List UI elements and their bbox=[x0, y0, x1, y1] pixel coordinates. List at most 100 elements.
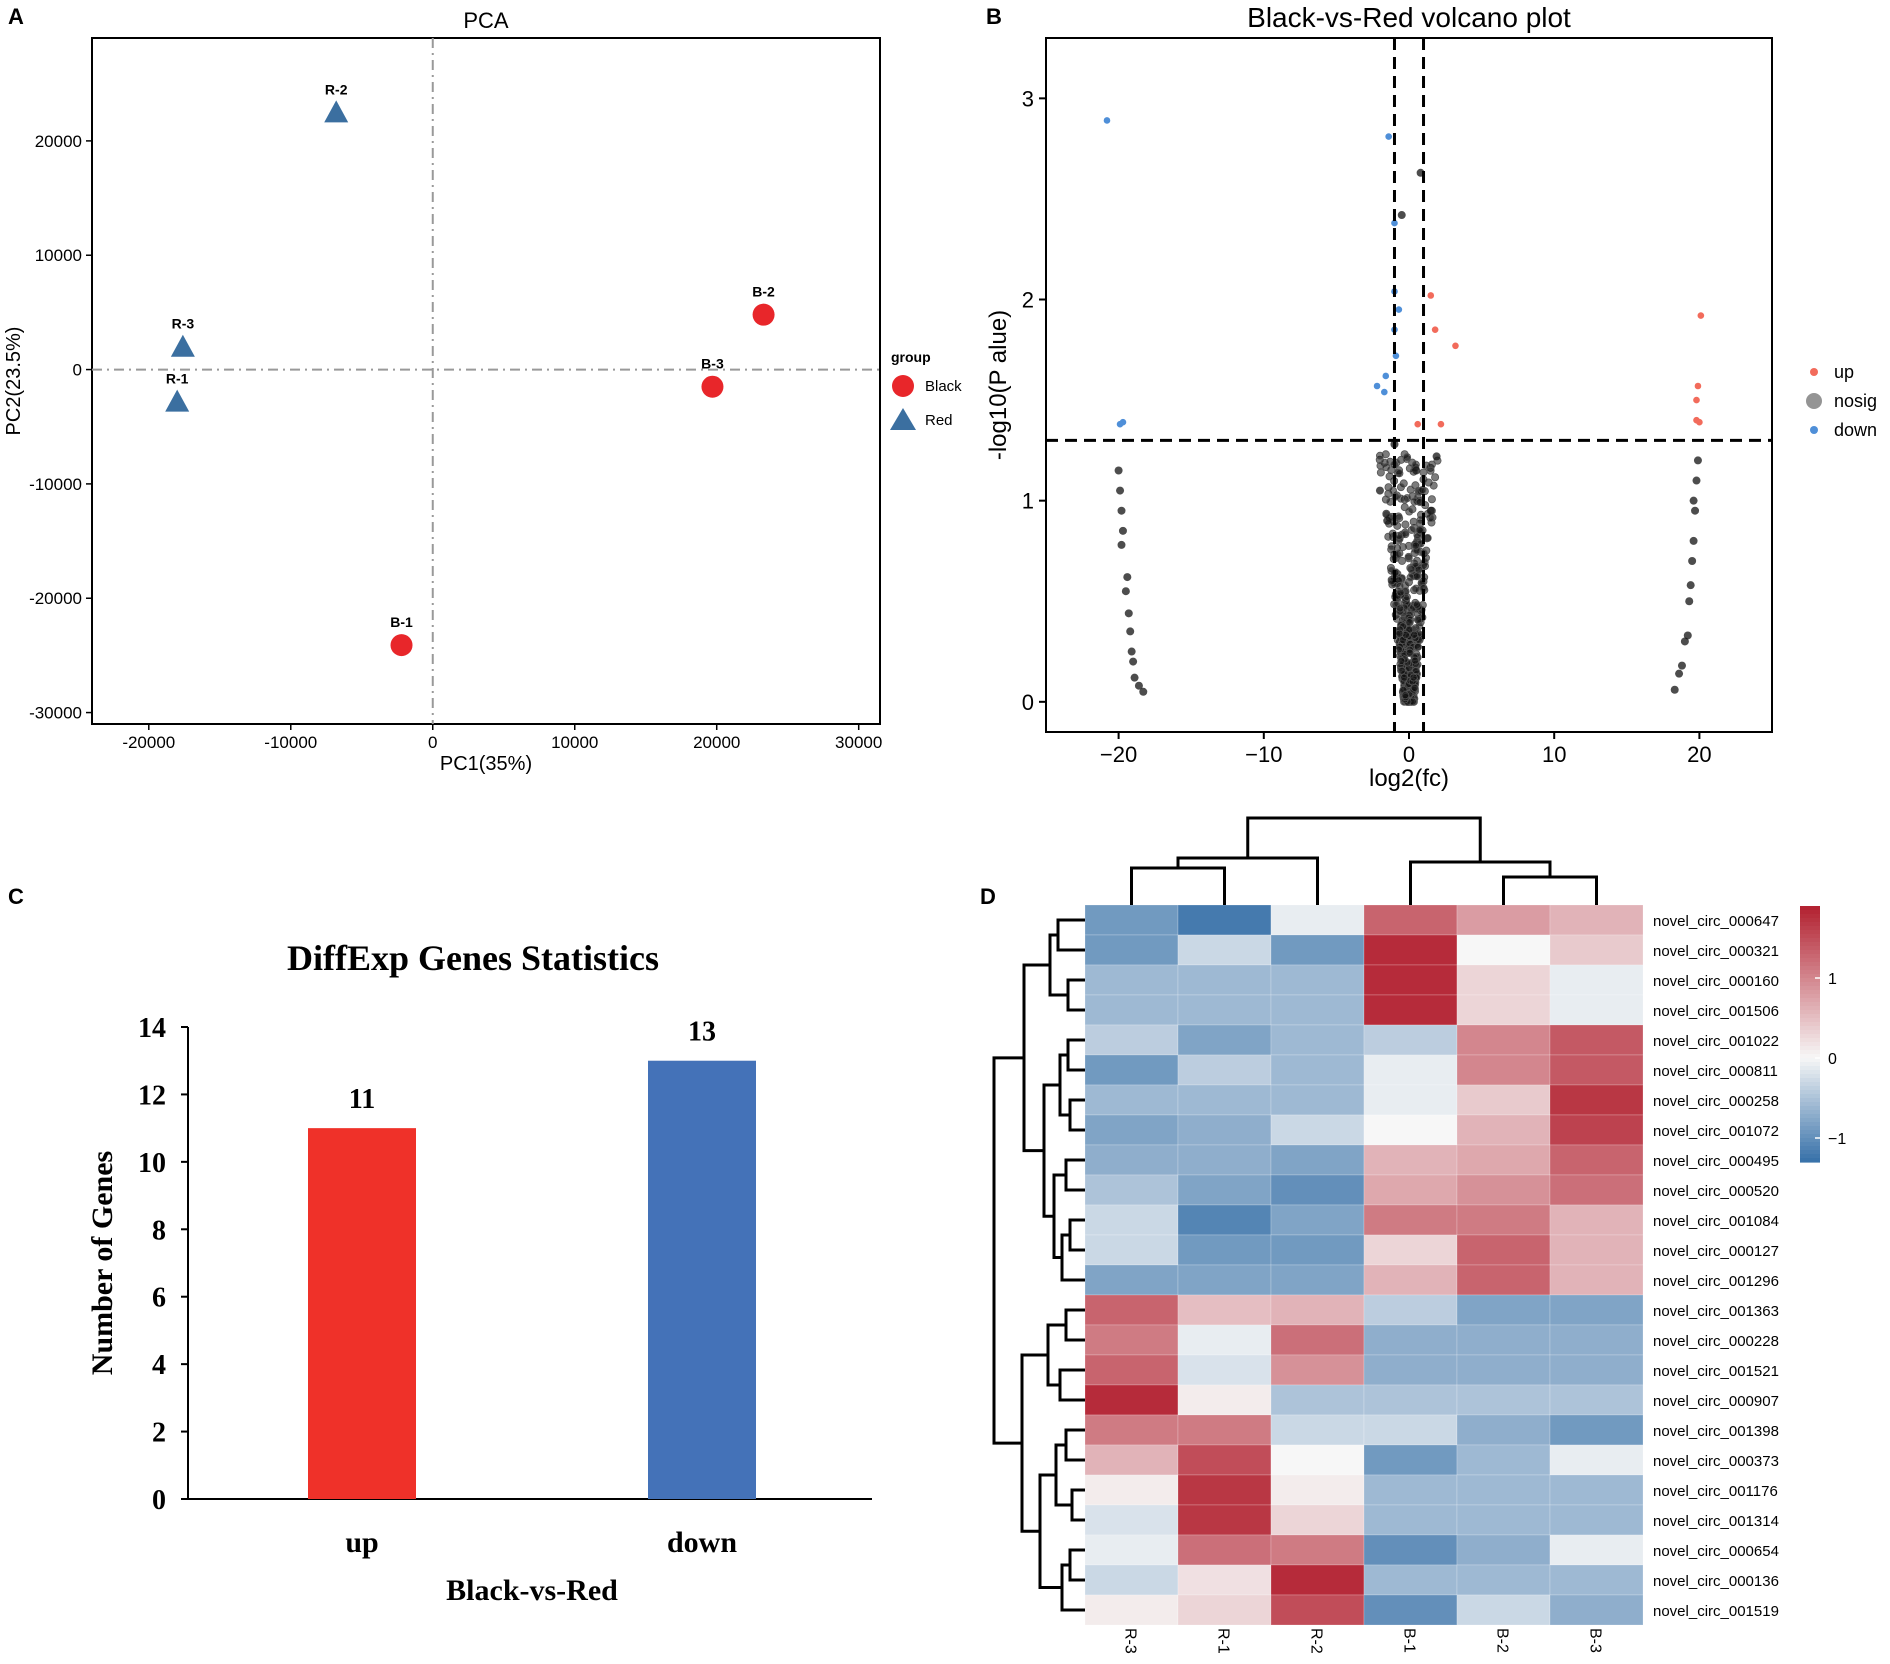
bar-y-tick-label: 14 bbox=[138, 1013, 166, 1044]
heatmap-row-label: novel_circ_000520 bbox=[1653, 1183, 1779, 1200]
heatmap-row-label: novel_circ_001022 bbox=[1653, 1033, 1779, 1050]
pca-point-label: B-2 bbox=[752, 284, 775, 300]
heatmap-cell bbox=[1363, 1504, 1458, 1536]
heatmap-cell bbox=[1084, 934, 1179, 966]
volcano-point-nosig bbox=[1134, 681, 1143, 690]
heatmap-cell bbox=[1456, 1504, 1551, 1536]
bar-y-tick-label: 2 bbox=[152, 1418, 166, 1449]
volcano-y-axis-label: -log10(P alue) bbox=[985, 310, 1012, 460]
pca-point-label: R-3 bbox=[172, 316, 195, 332]
heatmap-cell bbox=[1177, 1534, 1272, 1566]
heatmap-colorbar-segment bbox=[1800, 1050, 1820, 1055]
heatmap-cell bbox=[1270, 1594, 1365, 1626]
pca-point-label: B-1 bbox=[390, 614, 413, 630]
heatmap-cell bbox=[1177, 1084, 1272, 1116]
volcano-point-nosig bbox=[1117, 506, 1126, 515]
volcano-point-up bbox=[1452, 342, 1459, 350]
heatmap-cell bbox=[1084, 1174, 1179, 1206]
heatmap-cell bbox=[1549, 964, 1644, 996]
pca-plot-frame bbox=[91, 37, 881, 725]
pca-point-label: R-1 bbox=[166, 371, 189, 387]
heatmap-colorbar-segment bbox=[1800, 1126, 1820, 1131]
pca-x-tick-label: 30000 bbox=[835, 733, 882, 752]
volcano-point-nosig bbox=[1686, 581, 1695, 590]
heatmap-colorbar-segment bbox=[1800, 1150, 1820, 1155]
heatmap-cell bbox=[1456, 1594, 1551, 1626]
pca-x-tick-label: 20000 bbox=[693, 733, 740, 752]
heatmap-cell bbox=[1363, 1264, 1458, 1296]
heatmap-cell bbox=[1456, 1114, 1551, 1146]
volcano-point-nosig bbox=[1130, 673, 1139, 682]
heatmap-cell bbox=[1177, 1444, 1272, 1476]
heatmap-colorbar-segment bbox=[1800, 1138, 1820, 1143]
heatmap-cell bbox=[1363, 964, 1458, 996]
heatmap-cell bbox=[1549, 1324, 1644, 1356]
pca-x-tick-label: -20000 bbox=[122, 733, 175, 752]
heatmap-cell bbox=[1456, 1444, 1551, 1476]
volcano-point-nosig bbox=[1405, 507, 1414, 516]
panel-letter-a: A bbox=[8, 4, 24, 29]
volcano-point-nosig bbox=[1386, 497, 1395, 506]
pca-y-axis-label: PC2(23.5%) bbox=[3, 327, 25, 436]
heatmap-colorbar-segment bbox=[1800, 1062, 1820, 1067]
heatmap-colorbar-segment bbox=[1800, 930, 1820, 935]
heatmap-cell bbox=[1270, 1204, 1365, 1236]
volcano-point-nosig bbox=[1404, 552, 1413, 561]
heatmap-row-label: novel_circ_000127 bbox=[1653, 1243, 1779, 1260]
heatmap-cell bbox=[1456, 934, 1551, 966]
heatmap-cell bbox=[1084, 1384, 1179, 1416]
volcano-point-nosig bbox=[1116, 486, 1125, 495]
volcano-point-nosig bbox=[1411, 656, 1420, 665]
heatmap-cell bbox=[1549, 934, 1644, 966]
heatmap-cell bbox=[1177, 1504, 1272, 1536]
volcano-legend-label-nosig: nosig bbox=[1834, 391, 1877, 411]
heatmap-colorbar-segment bbox=[1800, 982, 1820, 987]
volcano-point-nosig bbox=[1405, 618, 1414, 627]
heatmap-colorbar-segment bbox=[1800, 1022, 1820, 1027]
pca-y-tick-label: 0 bbox=[73, 361, 82, 380]
volcano-point-nosig bbox=[1691, 506, 1700, 515]
volcano-point-nosig bbox=[1409, 517, 1418, 526]
heatmap-colorbar-segment bbox=[1800, 986, 1820, 991]
volcano-point-nosig bbox=[1121, 587, 1130, 596]
heatmap-chart: novel_circ_000647 novel_circ_000321 novel_… bbox=[992, 816, 1846, 1654]
heatmap-colorbar-segment bbox=[1800, 1034, 1820, 1039]
heatmap-colorbar-segment bbox=[1800, 1154, 1820, 1159]
heatmap-cell bbox=[1177, 1474, 1272, 1506]
volcano-point-down bbox=[1382, 372, 1390, 380]
bar-y-tick-label: 8 bbox=[152, 1215, 166, 1246]
bar-category-label-up: up bbox=[345, 1526, 378, 1559]
volcano-point-nosig bbox=[1411, 541, 1420, 550]
heatmap-colorbar-segment bbox=[1800, 1066, 1820, 1071]
heatmap-cell bbox=[1177, 1144, 1272, 1176]
heatmap-cell bbox=[1456, 1384, 1551, 1416]
volcano-point-nosig bbox=[1114, 466, 1123, 475]
heatmap-row-label: novel_circ_001314 bbox=[1653, 1513, 1779, 1530]
heatmap-cell bbox=[1270, 1564, 1365, 1596]
heatmap-cell bbox=[1363, 1144, 1458, 1176]
heatmap-colorbar-segment bbox=[1800, 914, 1820, 919]
pca-legend-marker-red bbox=[890, 408, 916, 430]
heatmap-cell bbox=[1084, 1264, 1179, 1296]
volcano-point-nosig bbox=[1397, 656, 1406, 665]
volcano-legend-marker-nosig bbox=[1806, 393, 1822, 409]
heatmap-colorbar-segment bbox=[1800, 954, 1820, 959]
pca-y-tick-label: -20000 bbox=[29, 589, 82, 608]
heatmap-row-label: novel_circ_000321 bbox=[1653, 943, 1779, 960]
volcano-point-nosig bbox=[1395, 531, 1404, 540]
heatmap-row-label: novel_circ_000647 bbox=[1653, 913, 1779, 930]
volcano-point-up bbox=[1693, 396, 1700, 404]
volcano-point-nosig bbox=[1410, 630, 1419, 639]
heatmap-cell bbox=[1363, 1384, 1458, 1416]
volcano-point-nosig bbox=[1385, 472, 1394, 481]
volcano-x-tick-label: 10 bbox=[1542, 742, 1566, 767]
heatmap-cell bbox=[1456, 1084, 1551, 1116]
heatmap-cell bbox=[1084, 1564, 1179, 1596]
heatmap-cell bbox=[1177, 1384, 1272, 1416]
heatmap-cell bbox=[1363, 1174, 1458, 1206]
heatmap-cell bbox=[1549, 1354, 1644, 1386]
heatmap-col-label: R-1 bbox=[1215, 1628, 1232, 1654]
bar-y-tick-label: 12 bbox=[138, 1080, 166, 1111]
heatmap-colorbar-segment bbox=[1800, 1002, 1820, 1007]
